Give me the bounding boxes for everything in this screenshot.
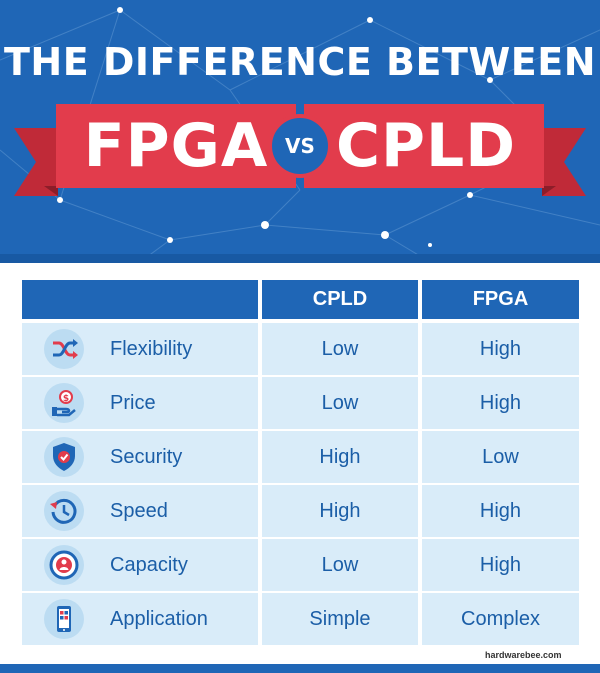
fpga-value: High: [422, 485, 579, 537]
vs-badge: VS: [268, 114, 332, 178]
hero-bottom-band: [0, 254, 600, 263]
ribbon-banner: [14, 104, 586, 196]
feature-cell: Capacity: [22, 539, 258, 591]
feature-label: Application: [110, 608, 208, 630]
svg-text:$: $: [63, 394, 69, 404]
table-row: Flexibility Low High: [22, 323, 579, 375]
cpld-value: High: [262, 431, 418, 483]
fpga-value: Complex: [422, 593, 579, 645]
shield-check-icon: [44, 437, 84, 477]
fpga-heading: FPGA: [83, 111, 269, 181]
feature-label: Speed: [110, 500, 168, 522]
table-row: Application Simple Complex: [22, 593, 579, 645]
source-credit: hardwarebee.com: [485, 650, 562, 660]
feature-label: Price: [110, 392, 156, 414]
feature-label: Flexibility: [110, 338, 193, 360]
header-cell-feature: [22, 280, 258, 319]
table-row: Speed High High: [22, 485, 579, 537]
feature-cell: Speed: [22, 485, 258, 537]
hero-banner: THE DIFFERENCE BETWEEN FPGA CPLD VS: [0, 0, 600, 263]
cpld-value: High: [262, 485, 418, 537]
fpga-value: Low: [422, 431, 579, 483]
header-cell-cpld: CPLD: [262, 280, 418, 319]
page-title: THE DIFFERENCE BETWEEN: [3, 40, 597, 84]
header-cell-fpga: FPGA: [422, 280, 579, 319]
footer-bar: [0, 664, 600, 673]
feature-cell: Application: [22, 593, 258, 645]
mobile-app-icon: [44, 599, 84, 639]
comparison-table: CPLD FPGA Flexibility Low High $: [22, 280, 579, 645]
table-row: Security High Low: [22, 431, 579, 483]
capacity-person-icon: [44, 545, 84, 585]
cpld-value: Low: [262, 377, 418, 429]
price-hand-icon: $: [44, 383, 84, 423]
cpld-value: Simple: [262, 593, 418, 645]
feature-cell: Security: [22, 431, 258, 483]
feature-label: Capacity: [110, 554, 188, 576]
fpga-value: High: [422, 377, 579, 429]
cpld-heading: CPLD: [335, 111, 517, 181]
table-row: Capacity Low High: [22, 539, 579, 591]
fpga-value: High: [422, 539, 579, 591]
cpld-value: Low: [262, 539, 418, 591]
fpga-value: High: [422, 323, 579, 375]
feature-label: Security: [110, 446, 183, 468]
table-row: $ Price Low High: [22, 377, 579, 429]
cpld-value: Low: [262, 323, 418, 375]
clock-history-icon: [44, 491, 84, 531]
feature-cell: $ Price: [22, 377, 258, 429]
shuffle-icon: [44, 329, 84, 369]
feature-cell: Flexibility: [22, 323, 258, 375]
